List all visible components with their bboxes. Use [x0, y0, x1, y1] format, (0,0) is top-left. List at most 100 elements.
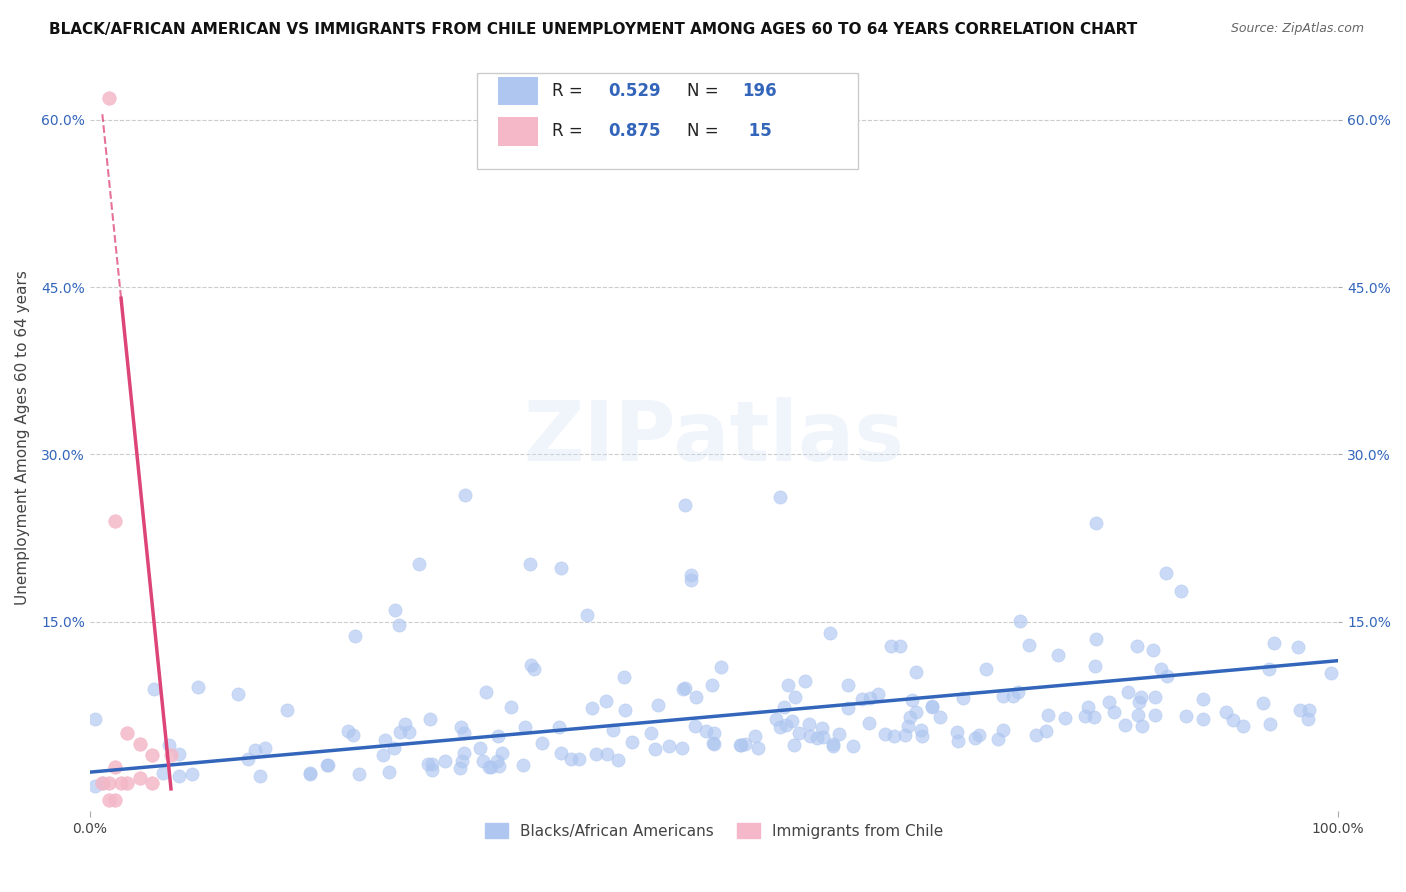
Point	[898, 710, 921, 724]
Point	[900, 693, 922, 707]
Point	[104, 514, 127, 528]
Point	[1018, 638, 1040, 652]
Point	[451, 754, 474, 768]
Point	[117, 776, 139, 790]
Point	[408, 558, 430, 572]
Point	[519, 557, 541, 571]
Point	[1025, 728, 1047, 742]
Point	[479, 760, 502, 774]
Point	[1053, 711, 1076, 725]
Point	[548, 720, 571, 734]
Point	[1083, 709, 1105, 723]
Point	[523, 662, 546, 676]
Point	[1156, 669, 1178, 683]
Point	[778, 678, 800, 692]
Point	[453, 746, 475, 760]
Point	[703, 737, 725, 751]
Point	[799, 729, 821, 743]
Point	[818, 626, 841, 640]
Point	[419, 712, 441, 726]
Point	[868, 687, 890, 701]
Point	[1128, 695, 1150, 709]
Point	[613, 670, 636, 684]
Point	[1192, 691, 1215, 706]
Point	[180, 767, 202, 781]
Point	[929, 710, 952, 724]
Point	[783, 690, 806, 705]
Point	[450, 719, 472, 733]
Point	[454, 488, 477, 502]
Legend: Blacks/African Americans, Immigrants from Chile: Blacks/African Americans, Immigrants fro…	[479, 816, 949, 845]
Point	[595, 694, 617, 708]
Point	[420, 763, 443, 777]
Point	[673, 498, 696, 512]
Point	[1114, 717, 1136, 731]
Point	[1174, 708, 1197, 723]
Point	[769, 720, 792, 734]
Point	[823, 737, 845, 751]
Point	[734, 737, 756, 751]
Point	[602, 723, 624, 737]
Point	[700, 678, 723, 692]
Point	[640, 725, 662, 739]
Text: ZIPatlas: ZIPatlas	[523, 397, 904, 478]
Point	[1077, 699, 1099, 714]
Point	[976, 662, 998, 676]
Point	[837, 701, 859, 715]
Point	[245, 743, 267, 757]
Point	[117, 726, 139, 740]
Point	[613, 703, 636, 717]
Point	[84, 780, 107, 794]
Point	[276, 703, 298, 717]
Point	[378, 764, 401, 779]
Point	[595, 747, 617, 762]
Point	[519, 658, 541, 673]
Point	[910, 723, 932, 737]
Point	[1102, 705, 1125, 719]
Point	[374, 733, 396, 747]
Point	[1319, 666, 1341, 681]
Point	[1130, 690, 1153, 705]
Point	[765, 712, 787, 726]
Text: R =: R =	[551, 122, 588, 140]
Point	[453, 726, 475, 740]
Point	[842, 739, 865, 754]
Point	[512, 757, 534, 772]
Text: 0.875: 0.875	[607, 122, 661, 140]
Point	[550, 746, 572, 760]
Text: 0.529: 0.529	[607, 82, 661, 100]
Point	[703, 725, 725, 739]
Point	[316, 758, 339, 772]
Point	[679, 568, 702, 582]
Point	[530, 736, 553, 750]
Point	[987, 731, 1010, 746]
Point	[382, 741, 405, 756]
Point	[773, 699, 796, 714]
Point	[104, 793, 127, 807]
Point	[967, 728, 990, 742]
Point	[226, 687, 249, 701]
Point	[946, 724, 969, 739]
Point	[167, 747, 190, 761]
Point	[904, 705, 927, 719]
Point	[952, 691, 974, 706]
Point	[782, 714, 804, 728]
Point	[1263, 636, 1285, 650]
Point	[1257, 662, 1279, 676]
Point	[685, 690, 707, 705]
Text: R =: R =	[551, 82, 588, 100]
Point	[1298, 712, 1320, 726]
Point	[104, 759, 127, 773]
Point	[1142, 642, 1164, 657]
Point	[921, 700, 943, 714]
Point	[921, 698, 943, 713]
FancyBboxPatch shape	[498, 77, 538, 105]
Point	[491, 746, 513, 760]
Point	[568, 752, 591, 766]
Point	[1253, 697, 1275, 711]
Point	[673, 681, 696, 695]
Point	[1191, 712, 1213, 726]
Point	[769, 490, 792, 504]
Point	[797, 717, 820, 731]
Point	[858, 716, 880, 731]
